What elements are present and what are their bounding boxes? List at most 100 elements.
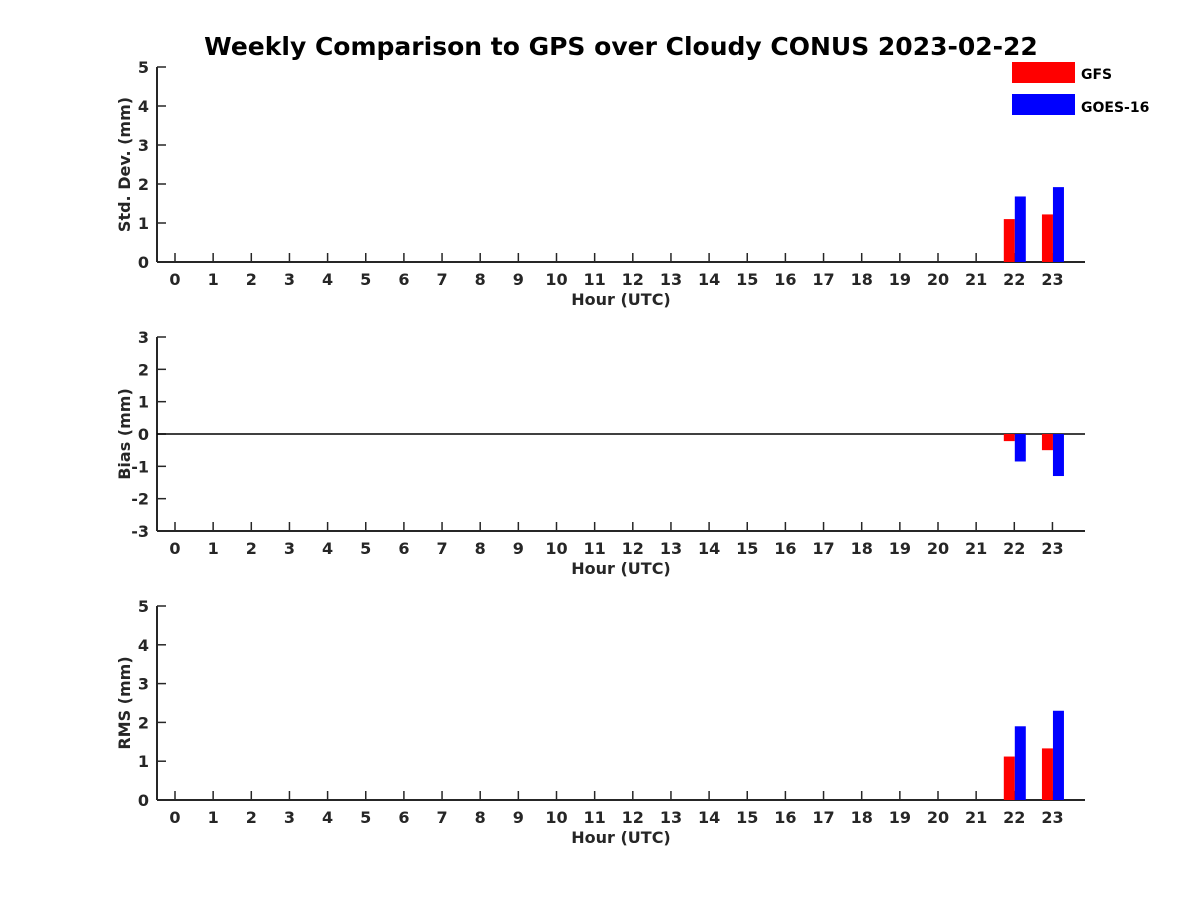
x-tick-label: 14 xyxy=(698,539,720,558)
x-tick-label: 9 xyxy=(513,539,524,558)
x-tick-label: 3 xyxy=(284,808,295,827)
y-tick-label: 1 xyxy=(138,393,149,412)
x-tick-label: 23 xyxy=(1041,539,1063,558)
y-tick-label: 0 xyxy=(138,253,149,272)
x-tick-label: 12 xyxy=(622,808,644,827)
y-tick-label: -2 xyxy=(131,490,149,509)
x-tick-label: 12 xyxy=(622,270,644,289)
x-tick-label: 8 xyxy=(475,270,486,289)
x-tick-label: 11 xyxy=(584,270,606,289)
y-tick-label: 5 xyxy=(138,597,149,616)
bar-gfs-hour-22 xyxy=(1003,756,1015,800)
y-tick-label: 4 xyxy=(138,636,149,655)
x-tick-label: 15 xyxy=(736,808,758,827)
x-tick-label: 5 xyxy=(360,539,371,558)
x-tick-label: 10 xyxy=(545,539,567,558)
legend-swatch-gfs xyxy=(1012,62,1075,83)
x-tick-label: 13 xyxy=(660,539,682,558)
x-tick-label: 6 xyxy=(398,539,409,558)
x-tick-label: 5 xyxy=(360,808,371,827)
x-tick-label: 14 xyxy=(698,270,720,289)
x-tick-label: 7 xyxy=(436,539,447,558)
x-tick-label: 21 xyxy=(965,808,987,827)
x-tick-label: 10 xyxy=(545,808,567,827)
x-tick-label: 7 xyxy=(436,808,447,827)
x-tick-label: 23 xyxy=(1041,808,1063,827)
bar-goes16-hour-23 xyxy=(1052,710,1064,800)
x-tick-label: 2 xyxy=(246,270,257,289)
x-tick-label: 7 xyxy=(436,270,447,289)
x-tick-label: 4 xyxy=(322,270,333,289)
x-tick-label: 9 xyxy=(513,808,524,827)
x-tick-label: 0 xyxy=(169,270,180,289)
x-tick-label: 1 xyxy=(208,808,219,827)
x-tick-label: 15 xyxy=(736,270,758,289)
x-tick-label: 10 xyxy=(545,270,567,289)
bar-goes16-hour-22 xyxy=(1014,726,1026,800)
x-tick-label: 17 xyxy=(812,808,834,827)
x-tick-label: 22 xyxy=(1003,808,1025,827)
x-tick-label: 22 xyxy=(1003,539,1025,558)
y-tick-label: 4 xyxy=(138,97,149,116)
x-tick-label: 3 xyxy=(284,270,295,289)
x-tick-label: 20 xyxy=(927,808,949,827)
y-tick-label: 3 xyxy=(138,136,149,155)
x-tick-label: 2 xyxy=(246,808,257,827)
y-tick-label: 1 xyxy=(138,214,149,233)
x-tick-label: 12 xyxy=(622,539,644,558)
bar-gfs-hour-23 xyxy=(1041,434,1053,451)
y-tick-label: 0 xyxy=(138,425,149,444)
x-tick-label: 18 xyxy=(851,539,873,558)
x-tick-label: 16 xyxy=(774,539,796,558)
x-tick-label: 19 xyxy=(889,808,911,827)
x-tick-label: 9 xyxy=(513,270,524,289)
y-tick-label: 5 xyxy=(138,58,149,77)
y-tick-label: 3 xyxy=(138,675,149,694)
x-tick-label: 17 xyxy=(812,539,834,558)
x-tick-label: 18 xyxy=(851,270,873,289)
x-tick-label: 0 xyxy=(169,539,180,558)
y-axis-label: Std. Dev. (mm) xyxy=(115,97,134,232)
bar-gfs-hour-22 xyxy=(1003,219,1015,262)
x-tick-label: 5 xyxy=(360,270,371,289)
bar-goes16-hour-23 xyxy=(1052,187,1064,262)
x-tick-label: 21 xyxy=(965,270,987,289)
x-tick-label: 19 xyxy=(889,270,911,289)
x-tick-label: 6 xyxy=(398,270,409,289)
bar-gfs-hour-23 xyxy=(1041,214,1053,262)
legend: GFS GOES-16 xyxy=(1012,62,1149,116)
x-axis-label: Hour (UTC) xyxy=(571,559,671,578)
x-tick-label: 2 xyxy=(246,539,257,558)
legend-label-goes16: GOES-16 xyxy=(1081,100,1149,116)
x-tick-label: 3 xyxy=(284,539,295,558)
y-tick-label: -3 xyxy=(131,522,149,541)
y-tick-label: 2 xyxy=(138,360,149,379)
chart-title: Weekly Comparison to GPS over Cloudy CON… xyxy=(204,32,1038,61)
x-tick-label: 15 xyxy=(736,539,758,558)
x-tick-label: 0 xyxy=(169,808,180,827)
x-tick-label: 16 xyxy=(774,808,796,827)
y-tick-label: 1 xyxy=(138,752,149,771)
x-tick-label: 8 xyxy=(475,539,486,558)
x-axis-label: Hour (UTC) xyxy=(571,828,671,847)
bar-gfs-hour-22 xyxy=(1003,434,1015,442)
y-tick-label: 0 xyxy=(138,791,149,810)
x-tick-label: 11 xyxy=(584,539,606,558)
y-axis-label: Bias (mm) xyxy=(115,388,134,480)
y-tick-label: 2 xyxy=(138,175,149,194)
legend-label-gfs: GFS xyxy=(1081,67,1112,83)
x-tick-label: 17 xyxy=(812,270,834,289)
x-tick-label: 14 xyxy=(698,808,720,827)
bar-goes16-hour-22 xyxy=(1014,196,1026,262)
x-tick-label: 4 xyxy=(322,808,333,827)
x-tick-label: 18 xyxy=(851,808,873,827)
y-axis-label: RMS (mm) xyxy=(115,656,134,749)
x-tick-label: 8 xyxy=(475,808,486,827)
x-axis-label: Hour (UTC) xyxy=(571,290,671,309)
x-tick-label: 21 xyxy=(965,539,987,558)
x-tick-label: 13 xyxy=(660,808,682,827)
